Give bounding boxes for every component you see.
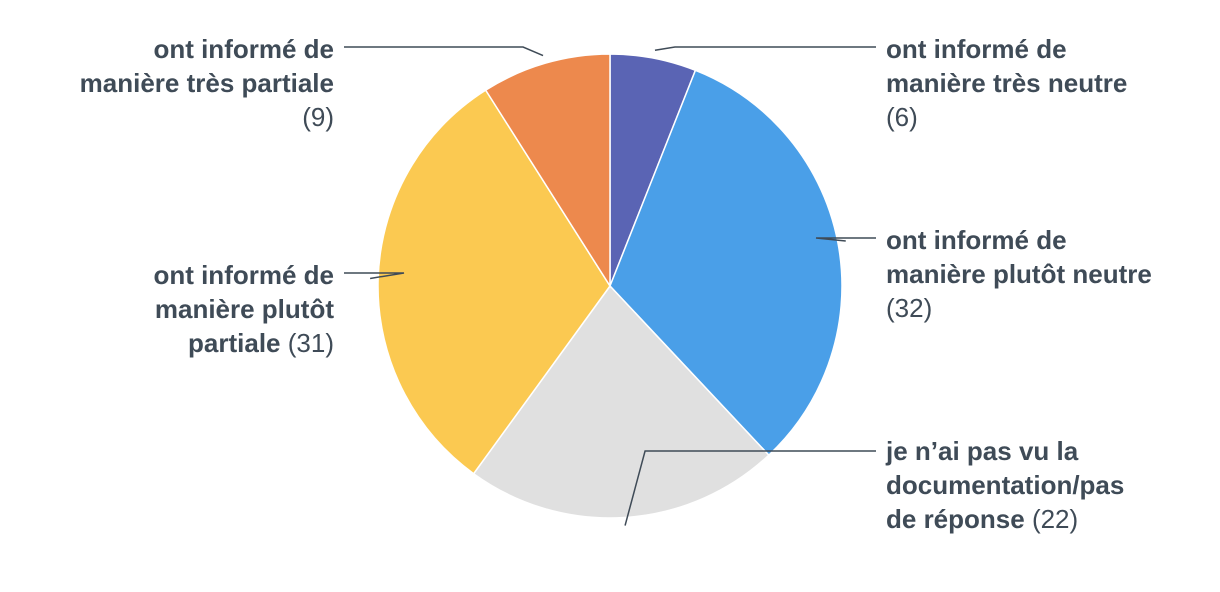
- slice-value-5: (9): [302, 102, 334, 132]
- leader-line-3: [624, 450, 876, 526]
- pie-slice-5: [484, 53, 611, 289]
- slice-label-2-line-1: ont informé de: [886, 225, 1067, 255]
- slice-label-3-line-2: documentation/pas: [886, 470, 1124, 500]
- pie-slice-3: [472, 284, 770, 519]
- leader-lines: [344, 46, 876, 526]
- leader-line-1: [654, 46, 876, 51]
- slice-label-5-line-2: manière très partiale: [80, 68, 334, 98]
- slice-label-3-line-1: je n’ai pas vu la: [885, 436, 1079, 466]
- slice-labels: ont informé de manière très neutre (6) ont …: [80, 34, 1152, 534]
- leader-line-4: [344, 272, 405, 280]
- pie-slices: [377, 53, 843, 519]
- slice-value-2: (32): [886, 293, 932, 323]
- pie-slice-2: [609, 69, 843, 457]
- slice-value-1: (6): [886, 102, 918, 132]
- pie-slice-4: [377, 89, 611, 475]
- slice-label-1-line-1: ont informé de: [886, 34, 1067, 64]
- slice-label-2-line-2: manière plutôt neutre: [886, 259, 1152, 289]
- slice-label-5-line-1: ont informé de: [153, 34, 334, 64]
- leader-line-5: [344, 46, 544, 57]
- slice-label-3-line-3: de réponse (22): [886, 504, 1078, 534]
- slice-label-4-line-1: ont informé de: [153, 260, 334, 290]
- slice-label-1-line-2: manière très neutre: [886, 68, 1127, 98]
- slice-label-4-line-2: manière plutôt: [155, 294, 334, 324]
- slice-label-4-line-3: partiale (31): [188, 328, 334, 358]
- leader-line-2: [815, 237, 876, 242]
